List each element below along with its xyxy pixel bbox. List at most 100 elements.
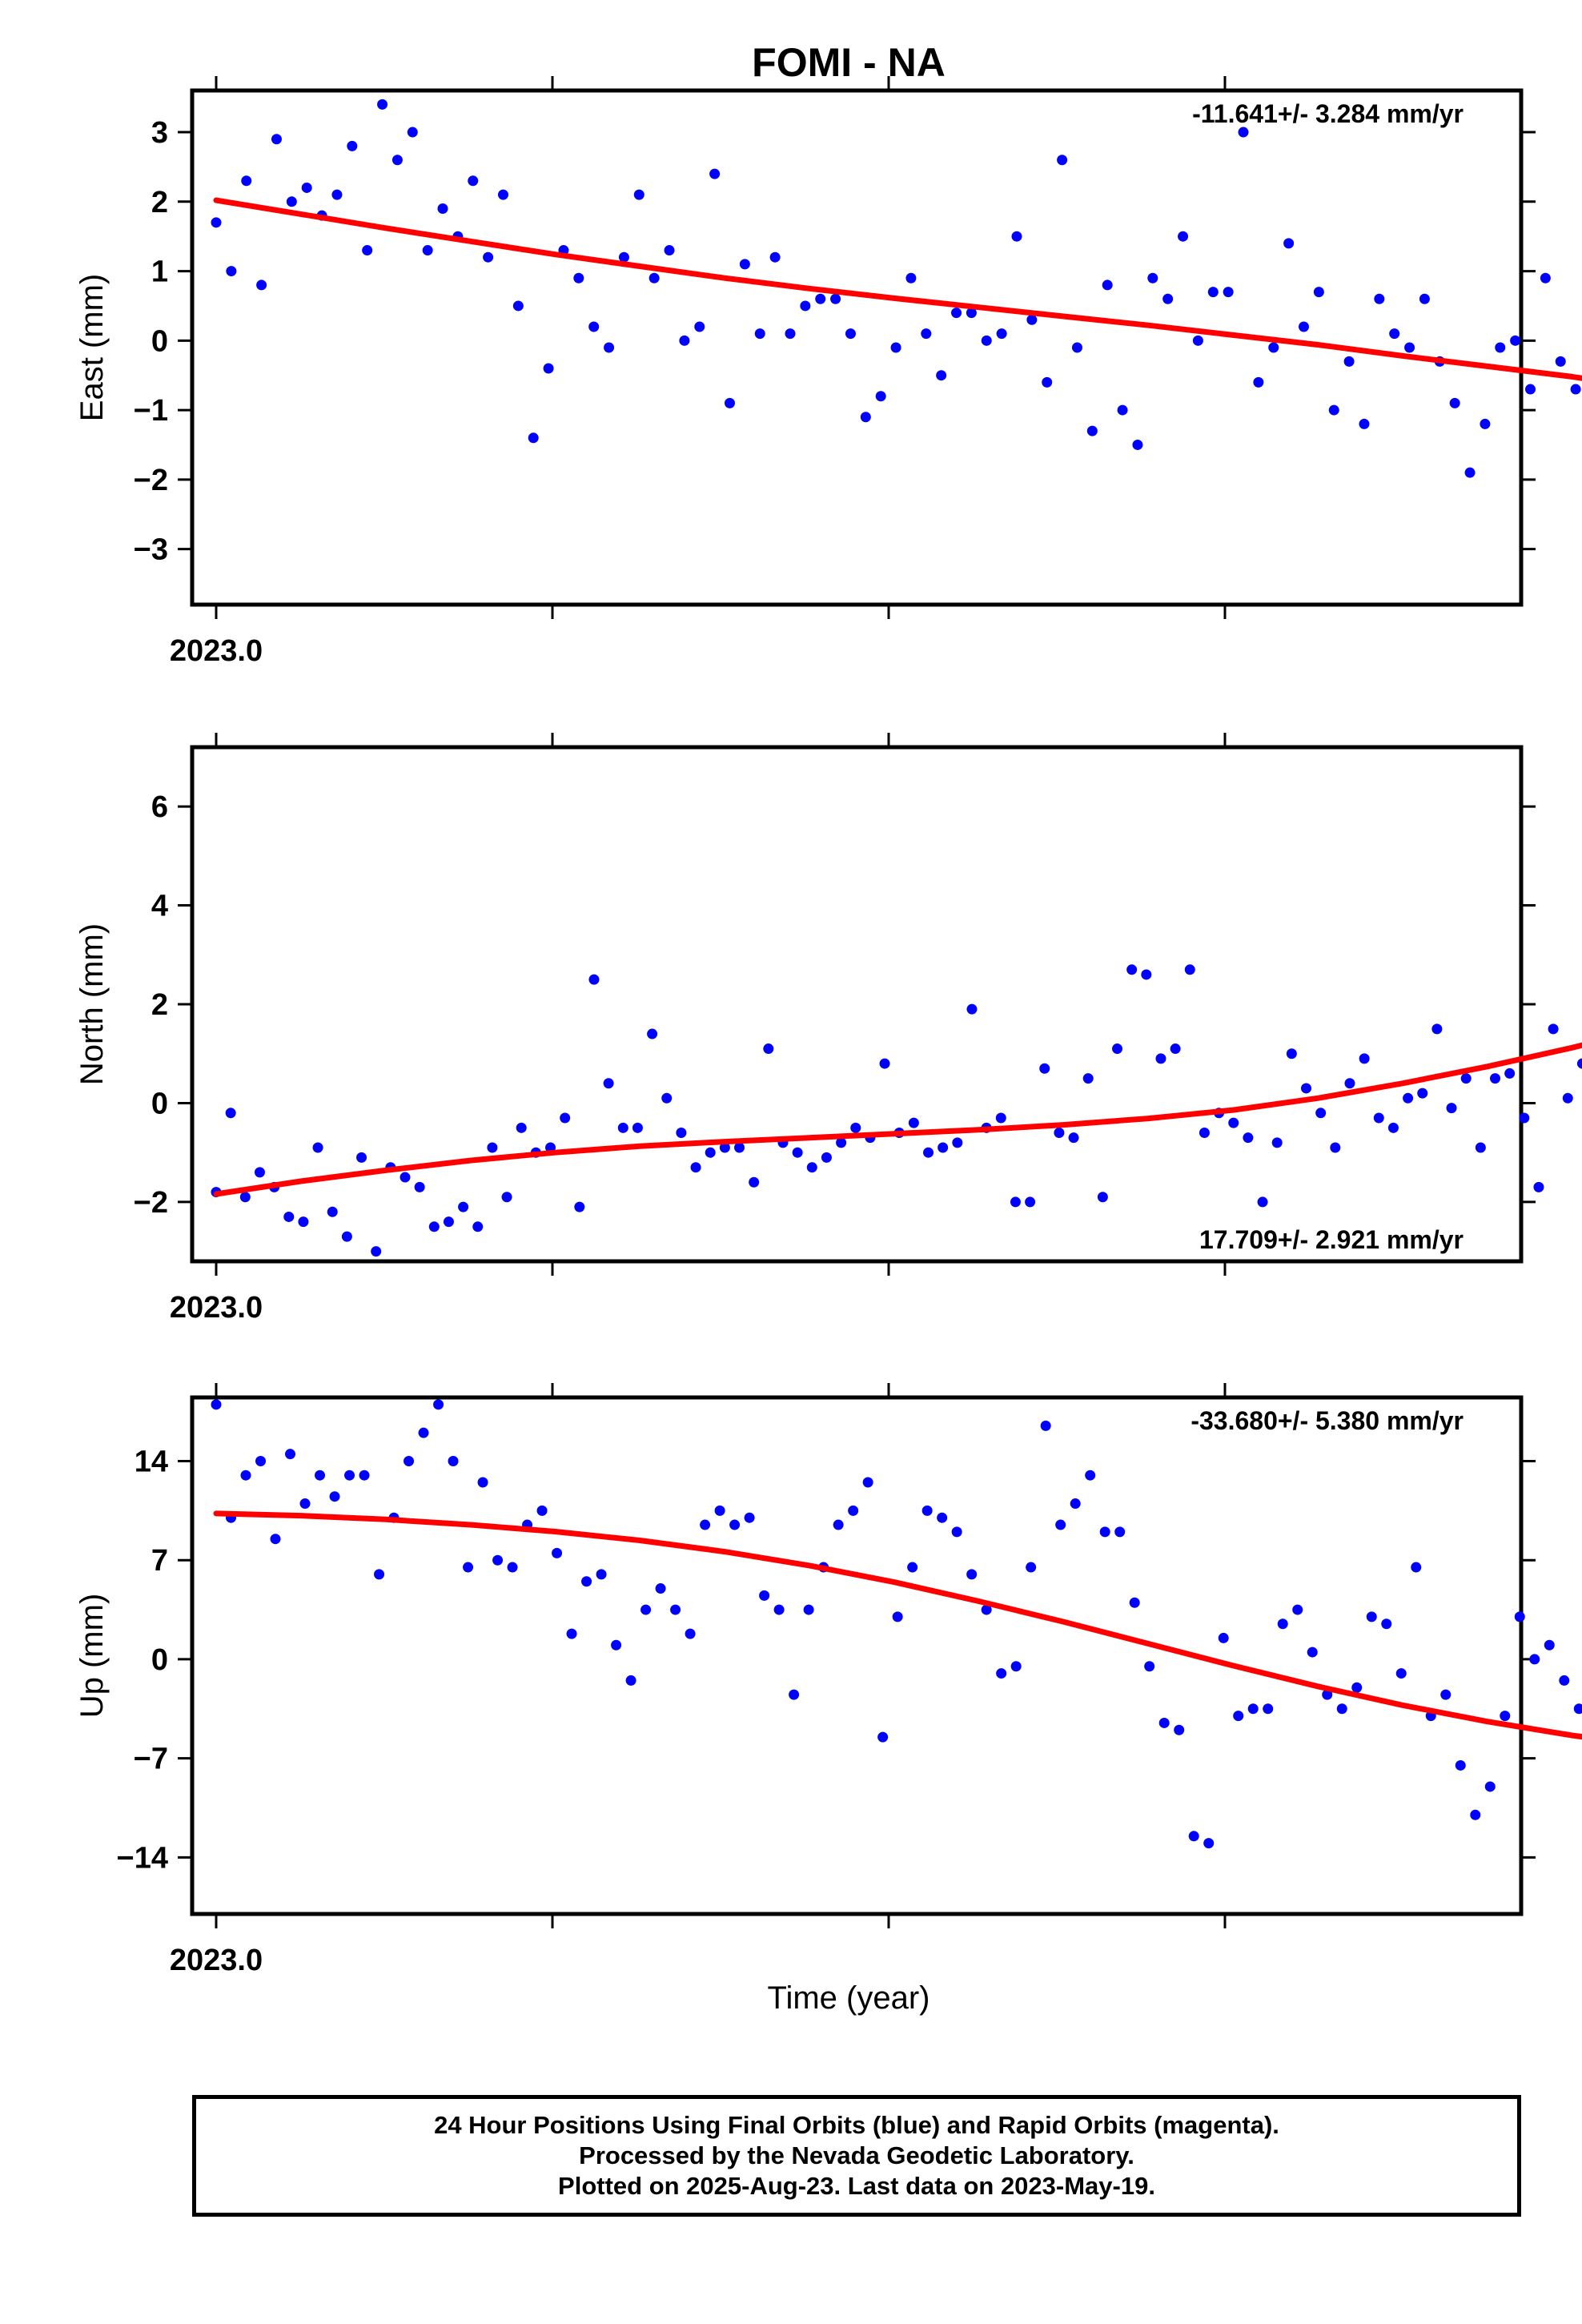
data-point xyxy=(528,432,539,444)
data-point xyxy=(705,1147,716,1158)
data-point xyxy=(1218,1632,1229,1643)
data-point xyxy=(1223,287,1234,298)
data-point xyxy=(1010,1661,1022,1672)
data-point xyxy=(1484,1781,1496,1792)
data-point xyxy=(769,251,781,263)
data-point xyxy=(1010,1196,1021,1208)
y-tick-label: 6 xyxy=(151,790,168,824)
data-point xyxy=(428,1221,440,1232)
data-point xyxy=(679,335,690,346)
data-point xyxy=(937,1512,948,1523)
data-point xyxy=(1026,314,1038,325)
data-point xyxy=(1086,425,1098,436)
data-point xyxy=(1117,404,1128,416)
data-point xyxy=(1381,1618,1392,1630)
data-point xyxy=(1417,1088,1428,1099)
y-axis-label: Up (mm) xyxy=(74,1594,110,1719)
data-point xyxy=(907,1562,918,1573)
data-point xyxy=(596,1569,607,1580)
data-point xyxy=(377,99,388,110)
data-point xyxy=(1114,1526,1126,1538)
data-point xyxy=(1057,155,1068,166)
data-point xyxy=(1263,1703,1274,1715)
data-point xyxy=(1555,356,1566,367)
data-point xyxy=(1132,439,1143,450)
data-point xyxy=(821,1152,832,1163)
data-point xyxy=(951,1526,962,1538)
y-tick-label: 0 xyxy=(151,324,168,358)
data-point xyxy=(1271,1137,1283,1148)
data-point xyxy=(1455,1759,1466,1771)
data-point xyxy=(543,363,554,374)
data-point xyxy=(862,1477,873,1488)
data-point xyxy=(1042,376,1053,388)
data-point xyxy=(923,1147,934,1158)
data-point xyxy=(448,1456,459,1467)
data-point xyxy=(1141,969,1152,980)
data-point xyxy=(709,168,721,179)
data-point xyxy=(1025,1196,1036,1208)
y-tick-label: 14 xyxy=(135,1445,168,1479)
data-point xyxy=(1480,418,1491,429)
data-point xyxy=(1411,1562,1422,1573)
data-point xyxy=(830,293,841,304)
data-point xyxy=(516,1122,527,1133)
data-point xyxy=(996,328,1007,340)
data-point xyxy=(661,1092,673,1104)
data-point xyxy=(773,1604,785,1615)
footer-line-3: Plotted on 2025-Aug-23. Last data on 202… xyxy=(558,2172,1155,2200)
data-point xyxy=(371,1246,382,1257)
rate-annotation: -33.680+/- 5.380 mm/yr xyxy=(1191,1406,1464,1435)
data-point xyxy=(1247,1703,1259,1715)
data-point xyxy=(850,1122,861,1133)
data-point xyxy=(700,1519,711,1530)
data-point xyxy=(239,1192,251,1203)
data-point xyxy=(256,279,267,291)
data-point xyxy=(1233,1711,1244,1722)
data-point xyxy=(347,140,358,151)
data-point xyxy=(312,1142,323,1153)
data-point xyxy=(664,245,675,256)
data-point xyxy=(1404,342,1415,353)
data-point xyxy=(952,1137,963,1148)
data-point xyxy=(676,1128,687,1138)
data-point xyxy=(359,1470,370,1481)
data-point xyxy=(1359,1053,1370,1064)
data-point xyxy=(270,1534,281,1545)
data-point xyxy=(1055,1519,1066,1530)
y-tick-label: −1 xyxy=(134,394,168,428)
data-point xyxy=(1328,404,1339,416)
data-point xyxy=(331,189,343,200)
data-point xyxy=(1548,1023,1559,1035)
data-point xyxy=(789,1689,800,1700)
data-point xyxy=(1460,1073,1472,1084)
data-point xyxy=(356,1152,367,1163)
y-tick-label: 7 xyxy=(151,1544,168,1578)
chart-title: FOMI - NA xyxy=(752,40,946,85)
data-point xyxy=(966,1003,978,1015)
data-point xyxy=(1464,467,1476,478)
fit-curve xyxy=(213,1042,1582,1197)
x-tick-label: 2023.0 xyxy=(170,634,263,668)
data-point xyxy=(301,182,312,193)
data-point xyxy=(422,245,433,256)
data-point xyxy=(443,1216,454,1228)
data-point xyxy=(648,272,660,283)
data-point xyxy=(285,1449,296,1460)
data-point xyxy=(1504,1068,1516,1079)
data-point xyxy=(685,1628,696,1639)
data-point xyxy=(1559,1675,1570,1686)
data-point xyxy=(1544,1639,1555,1651)
data-point xyxy=(1573,1703,1582,1715)
data-point xyxy=(803,1604,814,1615)
data-point xyxy=(1099,1526,1110,1538)
data-point xyxy=(487,1142,498,1153)
data-point xyxy=(1519,1112,1530,1124)
data-point xyxy=(1207,287,1219,298)
data-point xyxy=(374,1569,385,1580)
data-point xyxy=(1178,231,1189,242)
data-point xyxy=(1446,1103,1457,1114)
fit-curve xyxy=(213,197,1582,381)
data-point xyxy=(437,203,448,214)
data-point xyxy=(632,1122,643,1133)
